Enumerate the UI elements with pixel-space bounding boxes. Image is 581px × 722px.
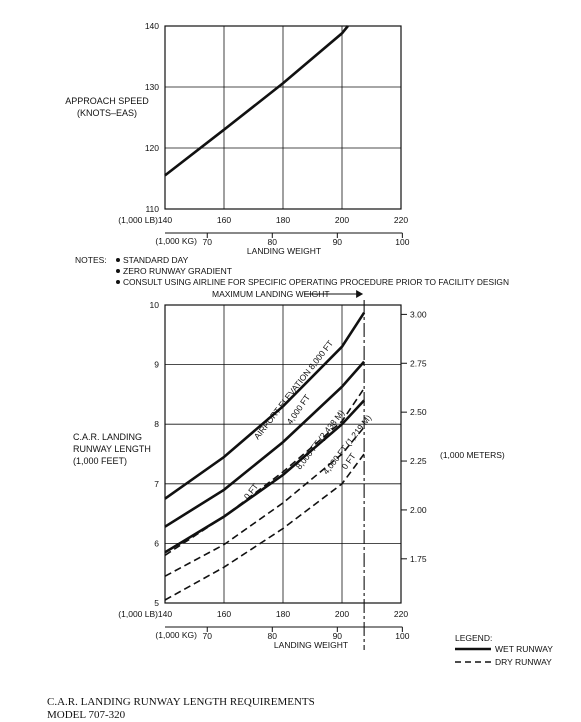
max-landing-weight-label: MAXIMUM LANDING WEIGHT	[212, 289, 330, 299]
kg-tick-label: 70	[203, 631, 213, 641]
note-item: STANDARD DAY	[123, 255, 189, 265]
note-bullet	[116, 258, 120, 262]
x-tick-label: 220	[394, 215, 408, 225]
series-line-2	[164, 399, 366, 554]
x-tick-label: 180	[276, 609, 290, 619]
x-tick-label: 180	[276, 215, 290, 225]
max-landing-weight-arrowhead	[356, 290, 364, 298]
series-line-4	[164, 426, 365, 577]
kg-tick-label: 90	[333, 631, 343, 641]
x-tick-label: 160	[217, 215, 231, 225]
series-line-0	[164, 311, 366, 500]
figure-caption-line2: MODEL 707-320	[47, 709, 126, 721]
meter-tick-label: 2.00	[410, 505, 427, 515]
series-label-0: AIRPORT ELEVATION 8,000 FT	[252, 338, 335, 441]
notes-block: NOTES: STANDARD DAY ZERO RUNWAY GRADIENT…	[75, 255, 509, 287]
x-tick-label: 140	[158, 609, 172, 619]
meter-tick-label: 1.75	[410, 554, 427, 564]
approach-speed-y-label: APPROACH SPEED (KNOTS–EAS)	[65, 96, 149, 118]
x-tick-label: 200	[335, 609, 349, 619]
series-line-1	[164, 360, 366, 528]
legend-item-dry: DRY RUNWAY	[495, 657, 552, 667]
series-line-3	[164, 387, 365, 556]
y-tick-label: 9	[154, 360, 159, 370]
y-tick-label: 140	[145, 21, 159, 31]
kg-tick-label: 70	[203, 237, 213, 247]
y-tick-label: 7	[154, 479, 159, 489]
figure-caption-line1: C.A.R. LANDING RUNWAY LENGTH REQUIREMENT…	[47, 696, 315, 708]
y-tick-label: 5	[154, 598, 159, 608]
x-tick-label: 220	[394, 609, 408, 619]
approach-speed-chart: 110 120 130 140 140 160 180 200 220 70 80 90 100 A…	[65, 21, 409, 256]
y-tick-label: 130	[145, 82, 159, 92]
legend-item-wet: WET RUNWAY	[495, 644, 553, 654]
runway-length-y-label: C.A.R. LANDING RUNWAY LENGTH (1,000 FEET)	[73, 432, 151, 466]
series-line-0	[164, 25, 349, 177]
y-tick-label: 6	[154, 538, 159, 548]
x-tick-label: 140	[158, 215, 172, 225]
meter-tick-label: 2.50	[410, 407, 427, 417]
kg-tick-label: 80	[268, 631, 278, 641]
runway-length-kg-unit: (1,000 KG)	[155, 630, 197, 640]
x-tick-label: 160	[217, 609, 231, 619]
runway-length-y2-label: (1,000 METERS)	[440, 450, 505, 460]
legend-title: LEGEND:	[455, 633, 492, 643]
kg-tick-label: 100	[395, 631, 409, 641]
series-line-5	[164, 453, 365, 601]
kg-tick-label: 80	[268, 237, 278, 247]
legend: LEGEND: WET RUNWAY DRY RUNWAY	[455, 633, 553, 667]
runway-length-chart: MAXIMUM LANDING WEIGHT AIRPORT ELEVATION…	[73, 289, 505, 650]
runway-length-x-label: LANDING WEIGHT	[274, 640, 348, 650]
kg-tick-label: 90	[333, 237, 343, 247]
meter-tick-label: 2.75	[410, 358, 427, 368]
meter-tick-label: 3.00	[410, 309, 427, 319]
note-item: CONSULT USING AIRLINE FOR SPECIFIC OPERA…	[123, 277, 509, 287]
notes-heading: NOTES:	[75, 255, 107, 265]
note-bullet	[116, 269, 120, 273]
meter-tick-label: 2.25	[410, 456, 427, 466]
note-item: ZERO RUNWAY GRADIENT	[123, 266, 232, 276]
y-tick-label: 8	[154, 419, 159, 429]
y-tick-label: 10	[150, 300, 160, 310]
runway-length-lb-unit: (1,000 LB)	[118, 609, 158, 619]
x-tick-label: 200	[335, 215, 349, 225]
kg-tick-label: 100	[395, 237, 409, 247]
approach-speed-x-label: LANDING WEIGHT	[247, 246, 321, 256]
approach-speed-kg-unit: (1,000 KG)	[155, 236, 197, 246]
y-tick-label: 120	[145, 143, 159, 153]
approach-speed-lb-unit: (1,000 LB)	[118, 215, 158, 225]
y-tick-label: 110	[145, 204, 159, 214]
note-bullet	[116, 280, 120, 284]
